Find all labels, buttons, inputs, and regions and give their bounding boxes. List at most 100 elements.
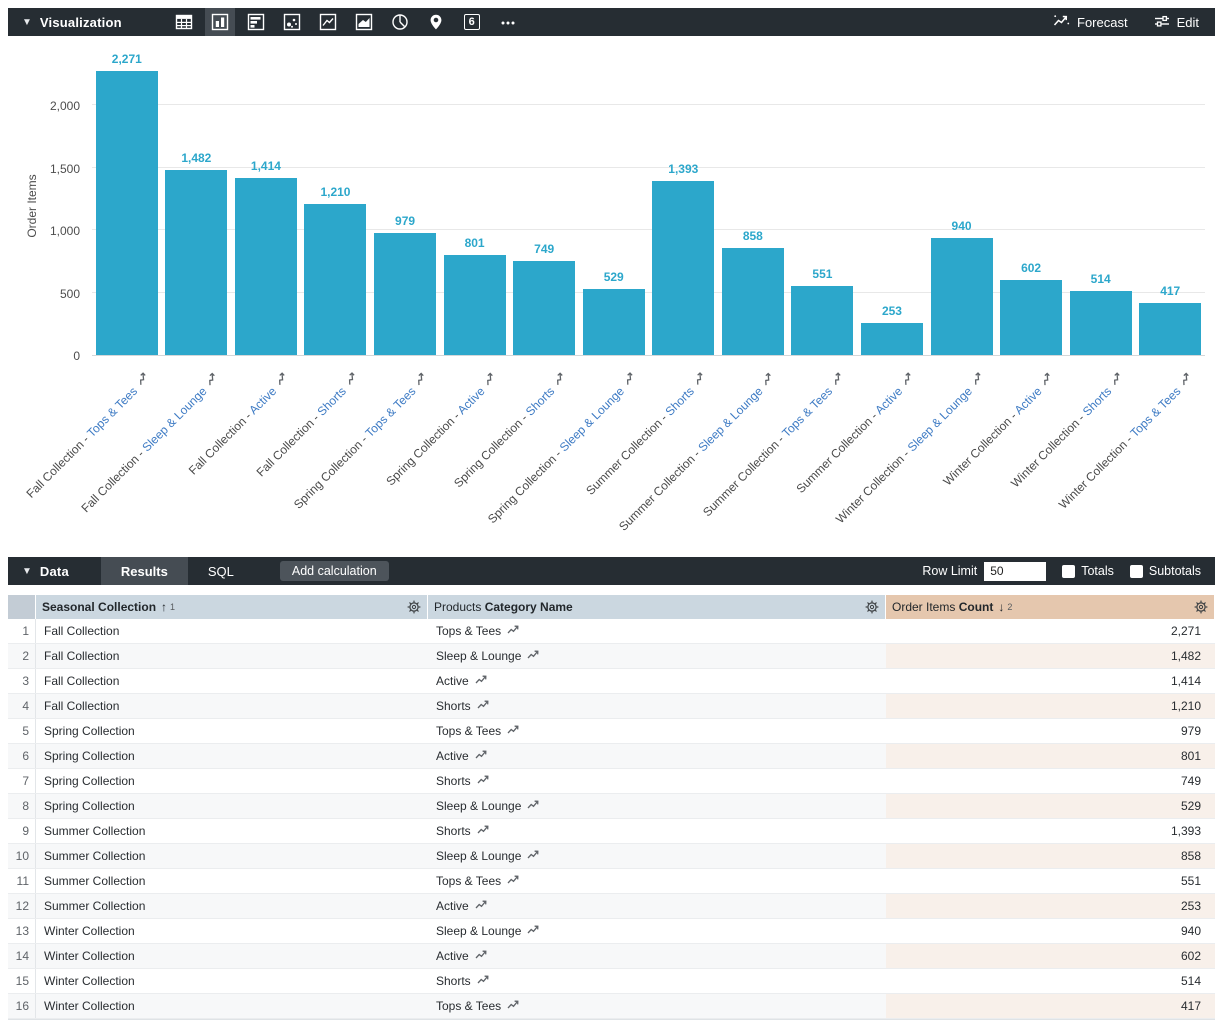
cell-category-name[interactable]: Shorts (428, 694, 886, 718)
bar-chart-icon[interactable] (241, 8, 271, 36)
x-axis-category-label[interactable]: Winter Collection - Shorts (1007, 370, 1127, 490)
tab-results[interactable]: Results (100, 557, 188, 585)
cell-order-items-count[interactable]: 940 (1180, 924, 1201, 938)
table-chart-icon[interactable] (169, 8, 199, 36)
x-axis-category-label[interactable]: Summer Collection - Shorts (582, 370, 710, 498)
edit-button[interactable]: Edit (1154, 14, 1199, 31)
cell-seasonal-collection[interactable]: Winter Collection (44, 974, 135, 988)
x-axis-category-label[interactable]: Spring Collection - Shorts (450, 370, 570, 490)
bar[interactable] (860, 323, 923, 355)
cell-category-name[interactable]: Shorts (428, 819, 886, 843)
cell-order-items-count[interactable]: 253 (886, 894, 1215, 918)
column-gear-icon[interactable] (1194, 600, 1208, 614)
more-charts-icon[interactable] (493, 8, 523, 36)
cell-category-name[interactable]: Tops & Tees (428, 619, 886, 643)
single-value-icon[interactable]: 6 (457, 8, 487, 36)
bar[interactable] (791, 286, 854, 355)
cell-seasonal-collection[interactable]: Fall Collection (36, 644, 428, 668)
x-axis-category-label[interactable]: Winter Collection - Active (939, 370, 1057, 488)
cell-seasonal-collection[interactable]: Spring Collection (36, 794, 428, 818)
x-axis-category-label[interactable]: Spring Collection - Active (383, 370, 501, 488)
cell-order-items-count[interactable]: 858 (886, 844, 1215, 868)
cell-category-name[interactable]: Tops & Tees (428, 869, 886, 893)
cell-order-items-count[interactable]: 1,393 (1170, 824, 1201, 838)
cell-seasonal-collection[interactable]: Summer Collection (44, 874, 146, 888)
x-axis-category-label[interactable]: Summer Collection - Tops & Tees (700, 370, 849, 519)
tab-sql[interactable]: SQL (207, 563, 234, 579)
x-axis-category-label[interactable]: Winter Collection - Sleep & Lounge (832, 370, 988, 526)
cell-category-name[interactable]: Active (428, 894, 886, 918)
cell-seasonal-collection[interactable]: Winter Collection (36, 944, 428, 968)
x-axis-category-label[interactable]: Fall Collection - Tops & Tees (23, 370, 154, 501)
pie-chart-icon[interactable] (385, 8, 415, 36)
bar[interactable] (443, 254, 506, 355)
row-limit-input[interactable] (984, 561, 1047, 581)
cell-seasonal-collection[interactable]: Summer Collection (44, 824, 146, 838)
cell-order-items-count[interactable]: 979 (1180, 724, 1201, 738)
cell-category-name[interactable]: Sleep & Lounge (428, 844, 886, 868)
x-axis-category-label[interactable]: Summer Collection - Active (793, 370, 919, 496)
cell-seasonal-collection[interactable]: Winter Collection (44, 924, 135, 938)
cell-order-items-count[interactable]: 2,271 (1170, 624, 1201, 638)
column-gear-icon[interactable] (407, 600, 421, 614)
x-axis-category-label[interactable]: Fall Collection - Shorts (253, 370, 362, 479)
cell-order-items-count[interactable]: 749 (1180, 774, 1201, 788)
cell-category-name[interactable]: Sleep & Lounge (428, 919, 886, 943)
cell-seasonal-collection[interactable]: Summer Collection (36, 894, 428, 918)
cell-category-name[interactable]: Tops & Tees (428, 719, 886, 743)
collapse-caret-icon[interactable]: ▼ (22, 16, 32, 28)
bar[interactable] (1139, 302, 1202, 355)
totals-checkbox[interactable] (1062, 564, 1076, 578)
column-header-seasonal-collection[interactable]: Seasonal Collection ↑ 1 (36, 595, 428, 619)
cell-seasonal-collection[interactable]: Fall Collection (44, 624, 120, 638)
map-chart-icon[interactable] (421, 8, 451, 36)
cell-order-items-count[interactable]: 1,210 (886, 694, 1215, 718)
bar[interactable] (234, 178, 297, 355)
collapse-caret-icon[interactable]: ▼ (22, 565, 32, 577)
cell-seasonal-collection[interactable]: Spring Collection (44, 724, 135, 738)
bar[interactable] (513, 261, 576, 355)
cell-seasonal-collection[interactable]: Spring Collection (36, 744, 428, 768)
x-axis-category-label[interactable]: Winter Collection - Tops & Tees (1055, 370, 1197, 512)
x-axis-category-label[interactable]: Fall Collection - Sleep & Lounge (78, 370, 223, 515)
cell-category-name[interactable]: Shorts (428, 969, 886, 993)
cell-category-name[interactable]: Tops & Tees (428, 994, 886, 1018)
cell-category-name[interactable]: Sleep & Lounge (428, 644, 886, 668)
line-chart-icon[interactable] (313, 8, 343, 36)
x-axis-category-label[interactable]: Fall Collection - Active (185, 370, 293, 478)
cell-seasonal-collection[interactable]: Summer Collection (36, 844, 428, 868)
cell-order-items-count[interactable]: 1,414 (1170, 674, 1201, 688)
bar[interactable] (374, 232, 437, 355)
column-gear-icon[interactable] (865, 600, 879, 614)
x-axis-category-label[interactable]: Spring Collection - Tops & Tees (290, 370, 432, 512)
cell-category-name[interactable]: Active (428, 944, 886, 968)
bar[interactable] (165, 169, 228, 355)
bar[interactable] (582, 288, 645, 355)
scatter-chart-icon[interactable] (277, 8, 307, 36)
x-axis-category-label[interactable]: Summer Collection - Sleep & Lounge (616, 370, 780, 534)
cell-category-name[interactable]: Shorts (428, 769, 886, 793)
cell-seasonal-collection[interactable]: Fall Collection (36, 694, 428, 718)
add-calculation-button[interactable]: Add calculation (279, 561, 389, 581)
column-header-products-category-name[interactable]: Products Category Name (428, 595, 886, 619)
cell-category-name[interactable]: Active (428, 669, 886, 693)
cell-order-items-count[interactable]: 1,482 (886, 644, 1215, 668)
cell-category-name[interactable]: Sleep & Lounge (428, 794, 886, 818)
cell-order-items-count[interactable]: 551 (1180, 874, 1201, 888)
subtotals-checkbox[interactable] (1129, 564, 1143, 578)
x-axis-category-label[interactable]: Spring Collection - Sleep & Lounge (484, 370, 640, 526)
cell-category-name[interactable]: Active (428, 744, 886, 768)
bar[interactable] (652, 180, 715, 355)
bar[interactable] (1000, 279, 1063, 355)
cell-seasonal-collection[interactable]: Spring Collection (44, 774, 135, 788)
bar[interactable] (721, 247, 784, 355)
bar[interactable] (304, 203, 367, 355)
cell-order-items-count[interactable]: 602 (886, 944, 1215, 968)
forecast-button[interactable]: Forecast (1053, 13, 1128, 31)
cell-order-items-count[interactable]: 801 (886, 744, 1215, 768)
bar[interactable] (1069, 290, 1132, 355)
bar[interactable] (930, 237, 993, 355)
column-header-order-items-count[interactable]: Order Items Count ↓ 2 (886, 595, 1215, 619)
bar[interactable] (95, 71, 158, 355)
cell-order-items-count[interactable]: 417 (886, 994, 1215, 1018)
